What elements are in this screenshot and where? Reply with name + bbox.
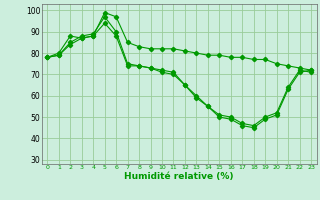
X-axis label: Humidité relative (%): Humidité relative (%): [124, 172, 234, 181]
